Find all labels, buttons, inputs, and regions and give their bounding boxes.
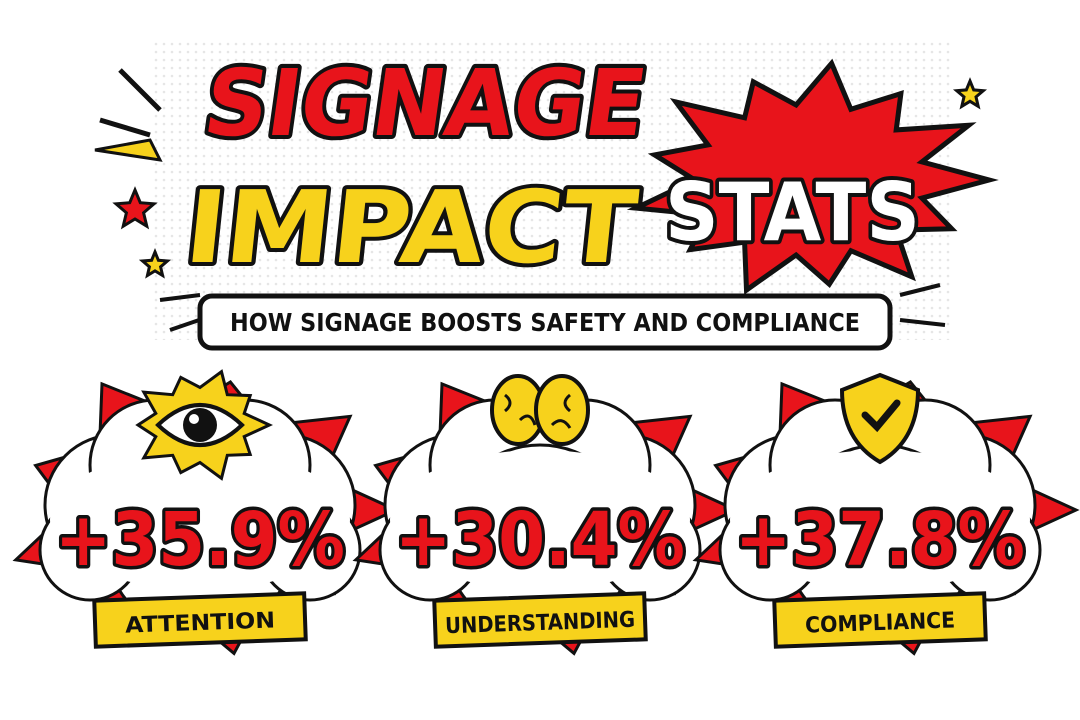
label-banner [772,591,988,649]
cloud-core [50,450,350,590]
check-icon [861,399,901,433]
title-line1: SIGNAGE [198,49,653,156]
stat-value: +30.4% [395,497,685,583]
cloud-core [730,450,1030,590]
eye-glint [189,414,199,424]
decorations [94,68,946,332]
title-burst [626,58,999,295]
stat-card: +30.4%UNDERSTANDING [352,374,740,656]
stat-value: +37.8% [735,497,1025,583]
title-line2: IMPACT [180,169,642,286]
subtitle-banner [197,293,893,351]
label-banner [432,591,648,649]
eye-pupil [183,408,217,442]
brain-folds [504,393,572,429]
stat-card: +37.8% COMPLIANCE [692,372,1080,656]
star [112,186,158,230]
star [138,248,172,279]
stat-label: COMPLIANCE [805,608,956,638]
stat-label: ATTENTION [125,608,276,638]
subtitle: HOW SIGNAGE BOOSTS SAFETY AND COMPLIANCE [230,308,860,337]
title-accent: STATS [665,166,920,259]
star [952,77,988,110]
stat-value: +35.9% [55,497,345,583]
brain-icon [534,374,590,446]
stat-card: +35.9% ATTENTION [12,369,400,656]
cloud-core [390,450,690,590]
stat-cards: +35.9% ATTENTION +30.4%UNDERSTANDING+37.8%… [12,369,1080,656]
label-banner [92,591,308,649]
